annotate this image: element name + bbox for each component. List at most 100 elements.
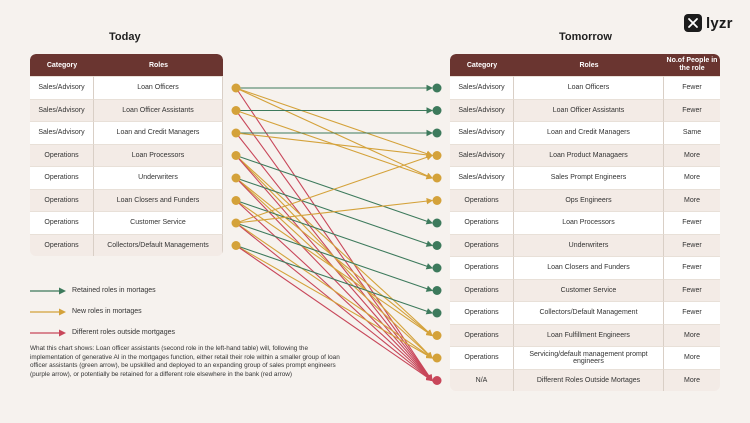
today-role-cell: Loan and Credit Managers: [94, 121, 223, 144]
new-role-arrow: [235, 200, 433, 337]
legend-different-label: Different roles outside mortgages: [72, 329, 175, 336]
tomorrow-row: Operations Customer Service Fewer: [450, 278, 720, 301]
today-role-dot: [231, 151, 241, 160]
red-arrow-icon: [30, 329, 66, 336]
tomorrow-category-cell: Operations: [450, 211, 514, 234]
today-table: Category Roles Sales/Advisory Loan Office…: [30, 54, 223, 256]
today-role-cell: Loan Closers and Funders: [94, 188, 223, 211]
today-category-cell: Operations: [30, 233, 94, 256]
legend-different: Different roles outside mortgages: [30, 322, 175, 343]
today-header-roles: Roles: [94, 54, 223, 76]
lyzr-logo-icon: [684, 14, 702, 32]
new-role-arrow: [235, 87, 434, 157]
retained-role-arrow: [235, 199, 434, 270]
new-role-arrow: [235, 222, 433, 359]
tomorrow-row: N/A Different Roles Outside Mortages More: [450, 368, 720, 391]
today-role-cell: Customer Service: [94, 211, 223, 234]
legend-retained-label: Retained roles in mortages: [72, 287, 156, 294]
tomorrow-role-dot: [432, 106, 442, 115]
tomorrow-header-category: Category: [450, 54, 514, 76]
tomorrow-heading: Tomorrow: [559, 31, 612, 43]
tomorrow-people-count-cell: Fewer: [664, 233, 720, 256]
tomorrow-people-count-cell: More: [664, 323, 720, 346]
new-role-arrow: [235, 154, 434, 224]
tomorrow-role-cell: Loan Processors: [514, 211, 664, 234]
tomorrow-people-count-cell: Fewer: [664, 211, 720, 234]
today-role-dot: [231, 196, 241, 205]
tomorrow-role-dot: [432, 308, 442, 318]
tomorrow-role-dot: [432, 151, 442, 160]
tomorrow-role-cell: Collectors/Default Management: [514, 301, 664, 324]
new-role-arrow: [235, 132, 434, 159]
tomorrow-row: Operations Collectors/Default Management F…: [450, 301, 720, 324]
today-category-cell: Operations: [30, 166, 94, 189]
tomorrow-row: Operations Loan Fulfillment Engineers More: [450, 323, 720, 346]
today-role-dot: [231, 173, 241, 183]
tomorrow-role-dot: [432, 218, 442, 228]
tomorrow-people-count-cell: Fewer: [664, 278, 720, 301]
today-row: Operations Loan Closers and Funders: [30, 188, 223, 211]
today-category-cell: Sales/Advisory: [30, 121, 94, 144]
today-heading: Today: [109, 31, 141, 43]
tomorrow-role-cell: Loan Product Managaers: [514, 143, 664, 166]
tomorrow-role-cell: Loan and Credit Managers: [514, 121, 664, 144]
tomorrow-role-dot: [432, 128, 442, 138]
today-row: Operations Collectors/Default Managements: [30, 233, 223, 256]
today-row: Sales/Advisory Loan Officer Assistants: [30, 98, 223, 121]
retained-role-arrow: [235, 244, 434, 315]
today-category-cell: Sales/Advisory: [30, 98, 94, 121]
today-role-dot: [231, 83, 241, 93]
tomorrow-row: Sales/Advisory Loan and Credit Managers Sa…: [450, 121, 720, 144]
today-row: Sales/Advisory Loan and Credit Managers: [30, 121, 223, 144]
tomorrow-people-count-cell: Same: [664, 121, 720, 144]
tomorrow-role-cell: Different Roles Outside Mortages: [514, 368, 664, 391]
tomorrow-role-cell: Loan Closers and Funders: [514, 256, 664, 279]
legend: Retained roles in mortages New roles in …: [30, 280, 175, 343]
tomorrow-role-cell: Loan Officer Assistants: [514, 98, 664, 121]
tomorrow-people-count-cell: Fewer: [664, 256, 720, 279]
tomorrow-category-cell: Sales/Advisory: [450, 143, 514, 166]
tomorrow-role-cell: Servicing/default management prompt engi…: [514, 346, 664, 369]
tomorrow-role-dot: [432, 83, 442, 93]
tomorrow-people-count-cell: More: [664, 368, 720, 391]
today-role-cell: Collectors/Default Managements: [94, 233, 223, 256]
today-role-dot: [231, 106, 241, 115]
tomorrow-row: Operations Ops Engineers More: [450, 188, 720, 211]
today-role-cell: Loan Officer Assistants: [94, 98, 223, 121]
today-row: Operations Underwriters: [30, 166, 223, 189]
today-category-cell: Sales/Advisory: [30, 76, 94, 99]
today-row: Operations Customer Service: [30, 211, 223, 234]
today-role-cell: Underwriters: [94, 166, 223, 189]
today-category-cell: Operations: [30, 211, 94, 234]
yellow-arrow-icon: [30, 308, 66, 315]
brand-logo: lyzr: [684, 14, 733, 32]
tomorrow-category-cell: Sales/Advisory: [450, 76, 514, 99]
tomorrow-category-cell: Operations: [450, 278, 514, 301]
tomorrow-people-count-cell: More: [664, 143, 720, 166]
legend-new-label: New roles in mortages: [72, 308, 142, 315]
tomorrow-category-cell: Operations: [450, 323, 514, 346]
tomorrow-category-cell: Sales/Advisory: [450, 121, 514, 144]
green-arrow-icon: [30, 287, 66, 294]
today-role-dot: [231, 218, 241, 228]
tomorrow-role-dot: [432, 173, 442, 183]
new-role-arrow: [235, 155, 433, 337]
tomorrow-people-count-cell: Fewer: [664, 98, 720, 121]
tomorrow-row: Operations Servicing/default management p…: [450, 346, 720, 369]
legend-retained: Retained roles in mortages: [30, 280, 175, 301]
legend-new: New roles in mortages: [30, 301, 175, 322]
tomorrow-role-cell: Loan Officers: [514, 76, 664, 99]
tomorrow-role-dot: [432, 196, 442, 205]
tomorrow-role-dot: [432, 331, 442, 340]
new-role-arrow: [235, 197, 434, 224]
tomorrow-role-cell: Loan Fulfillment Engineers: [514, 323, 664, 346]
tomorrow-role-dot: [432, 376, 442, 385]
tomorrow-row: Operations Loan Closers and Funders Fewer: [450, 256, 720, 279]
tomorrow-category-cell: Operations: [450, 233, 514, 256]
tomorrow-people-count-cell: Fewer: [664, 76, 720, 99]
tomorrow-row: Sales/Advisory Loan Officers Fewer: [450, 76, 720, 99]
tomorrow-people-count-cell: Fewer: [664, 301, 720, 324]
tomorrow-table: Category Roles No.of People in the role …: [450, 54, 720, 391]
tomorrow-role-cell: Customer Service: [514, 278, 664, 301]
